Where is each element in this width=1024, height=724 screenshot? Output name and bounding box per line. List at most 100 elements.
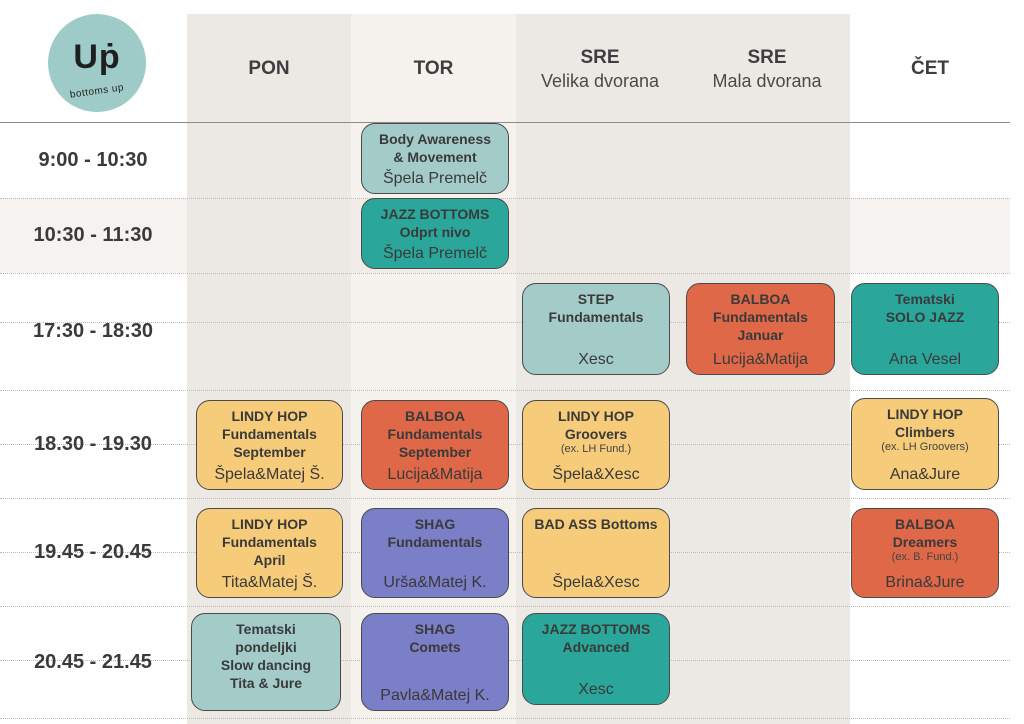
class-instructors: Špela Premelč xyxy=(382,245,488,262)
class-card[interactable]: LINDY HOP Groovers (ex. LH Fund.) Špela&Xes… xyxy=(522,400,670,490)
class-card[interactable]: BALBOA Fundamentals Januar Lucija&Matija xyxy=(686,283,835,375)
logo-mark: Uṗ xyxy=(73,38,121,76)
class-title-line: Slow dancing xyxy=(220,657,312,673)
class-instructors: Špela&Xesc xyxy=(552,466,640,483)
grid-line xyxy=(0,718,1010,719)
header-day: TOR xyxy=(413,58,454,79)
class-title-line: Januar xyxy=(737,327,784,343)
class-title-line: pondeljki xyxy=(235,639,297,655)
class-title-line: JAZZ BOTTOMS xyxy=(541,621,651,637)
class-note: (ex. LH Groovers) xyxy=(881,441,969,453)
class-title-line: LINDY HOP xyxy=(231,516,308,532)
class-instructors: Špela&Xesc xyxy=(552,574,640,591)
header-day: ČET xyxy=(911,58,949,79)
class-title-line: April xyxy=(253,552,286,568)
class-title-line: Tematski xyxy=(895,291,955,307)
time-slot: 18.30 - 19.30 xyxy=(34,432,152,455)
grid-line xyxy=(0,273,1010,274)
class-instructors: Špela&Matej Š. xyxy=(214,466,325,483)
class-instructors: Tita&Matej Š. xyxy=(221,574,318,591)
class-title-line: Fundamentals xyxy=(222,534,317,550)
class-card[interactable]: BAD ASS Bottoms Špela&Xesc xyxy=(522,508,670,598)
header-day: SRE xyxy=(747,46,787,68)
class-card[interactable]: Tematski pondeljki Slow dancing Tita & Jure xyxy=(191,613,341,711)
class-instructors: Brina&Jure xyxy=(885,574,965,591)
class-instructors: Xesc xyxy=(578,351,614,368)
time-slot: 10:30 - 11:30 xyxy=(33,224,153,246)
class-title-line: LINDY HOP xyxy=(887,406,963,422)
class-title-line: Advanced xyxy=(562,639,630,655)
class-card[interactable]: JAZZ BOTTOMS Odprt nivo Špela Premelč xyxy=(361,198,509,269)
class-title-line: Groovers xyxy=(564,426,628,442)
class-title-line: BALBOA xyxy=(405,408,465,424)
grid-line xyxy=(0,498,1010,499)
class-card[interactable]: BALBOA Dreamers (ex. B. Fund.) Brina&Jure xyxy=(851,508,999,598)
class-instructors: Pavla&Matej K. xyxy=(380,687,490,704)
class-title-line: SHAG xyxy=(414,621,456,637)
class-instructors: Ana Vesel xyxy=(888,351,962,368)
class-title-line: Climbers xyxy=(895,424,955,440)
class-note: (ex. B. Fund.) xyxy=(891,551,959,563)
time-slot: 9:00 - 10:30 xyxy=(38,148,148,171)
class-card[interactable]: SHAG Comets Pavla&Matej K. xyxy=(361,613,509,711)
class-title-line: Tita & Jure xyxy=(229,675,303,691)
class-title-line: Body Awareness xyxy=(378,131,492,147)
grid-line xyxy=(0,198,1010,199)
header-day: SRE xyxy=(580,46,620,68)
class-title-line: JAZZ BOTTOMS xyxy=(380,206,490,222)
class-card[interactable]: STEP Fundamentals Xesc xyxy=(522,283,670,375)
class-title-line: Fundamentals xyxy=(713,309,808,325)
class-instructors: Špela Premelč xyxy=(382,170,488,187)
header-divider xyxy=(0,122,1010,123)
class-card[interactable]: LINDY HOP Fundamentals April Tita&Matej Š. xyxy=(196,508,343,598)
class-instructors: Urša&Matej K. xyxy=(383,574,487,591)
logo: Uṗ bottoms up xyxy=(48,14,146,112)
header-tor: TOR xyxy=(351,40,516,98)
class-title-line: Comets xyxy=(409,639,461,655)
grid-line xyxy=(0,322,1010,323)
class-title-line: Fundamentals xyxy=(222,426,317,442)
class-title-line: SOLO JAZZ xyxy=(885,309,965,325)
class-card[interactable]: LINDY HOP Climbers (ex. LH Groovers) Ana&Ju… xyxy=(851,398,999,490)
class-instructors: Lucija&Matija xyxy=(387,466,483,483)
grid-line xyxy=(0,390,1010,391)
header-sre-mala: SRE Mala dvorana xyxy=(684,40,850,98)
class-title-line: STEP xyxy=(577,291,615,307)
class-card[interactable]: Body Awareness & Movement Špela Premelč xyxy=(361,123,509,194)
class-instructors: Lucija&Matija xyxy=(712,351,809,368)
class-note: (ex. LH Fund.) xyxy=(560,443,632,455)
class-card[interactable]: JAZZ BOTTOMS Advanced Xesc xyxy=(522,613,670,705)
class-card[interactable]: Tematski SOLO JAZZ Ana Vesel xyxy=(851,283,999,375)
header-room: Mala dvorana xyxy=(712,70,822,91)
header-room: Velika dvorana xyxy=(540,70,660,91)
class-title-line: Tematski xyxy=(236,621,296,637)
class-title-line: Dreamers xyxy=(892,534,958,550)
class-title-line: LINDY HOP xyxy=(231,408,308,424)
header-day: PON xyxy=(248,58,290,79)
time-slot: 20.45 - 21.45 xyxy=(34,650,152,673)
class-title-line: September xyxy=(398,444,472,460)
class-title-line: Odprt nivo xyxy=(399,224,471,240)
grid-line xyxy=(0,606,1010,607)
class-title-line: Fundamentals xyxy=(387,426,483,442)
class-title-line: Fundamentals xyxy=(387,534,483,550)
column-bg-pon xyxy=(187,14,351,724)
class-title-line: BAD ASS Bottoms xyxy=(534,516,658,532)
logo-tagline: bottoms up xyxy=(69,82,125,101)
class-card[interactable]: LINDY HOP Fundamentals September Špela&Mate… xyxy=(196,400,343,490)
class-title-line: BALBOA xyxy=(895,516,955,532)
class-title-line: BALBOA xyxy=(730,291,791,307)
time-slot: 17:30 - 18:30 xyxy=(32,320,154,342)
time-slot: 19.45 - 20.45 xyxy=(34,540,152,563)
class-title-line: September xyxy=(233,444,306,460)
class-title-line: LINDY HOP xyxy=(558,408,634,424)
class-card[interactable]: SHAG Fundamentals Urša&Matej K. xyxy=(361,508,509,598)
header-sre-velika: SRE Velika dvorana xyxy=(516,40,684,98)
class-instructors: Xesc xyxy=(578,681,614,698)
header-cet: ČET xyxy=(850,40,1010,98)
class-title-line: SHAG xyxy=(414,516,456,532)
class-instructors: Ana&Jure xyxy=(889,466,961,483)
header-pon: PON xyxy=(187,40,351,98)
class-title-line: Fundamentals xyxy=(548,309,644,325)
class-card[interactable]: BALBOA Fundamentals September Lucija&Matija xyxy=(361,400,509,490)
